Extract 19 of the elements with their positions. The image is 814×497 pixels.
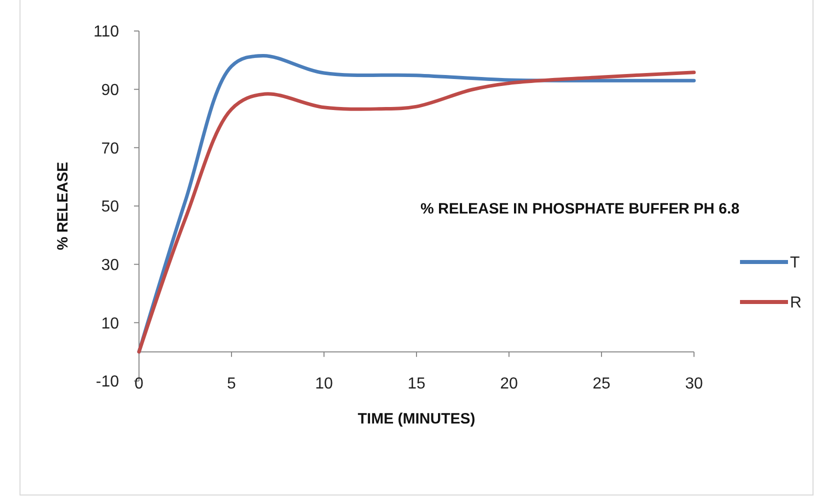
x-axis-title: TIME (MINUTES)	[358, 410, 476, 428]
y-tick-label: 90	[101, 82, 120, 99]
y-tick-label: 110	[93, 24, 120, 41]
x-tick-label: 30	[685, 376, 703, 393]
text: % RELEASE IN PHOSPHATE BUFFER PH 6.8	[420, 200, 740, 218]
y-axis-title: % RELEASE	[54, 162, 72, 250]
legend-label: R	[790, 294, 802, 312]
y-tick-label: 10	[101, 315, 120, 332]
x-tick-label: 15	[408, 376, 426, 393]
x-tick-label: 10	[315, 376, 333, 393]
y-tick-label: 70	[101, 140, 120, 158]
x-tick-label: 25	[592, 376, 610, 393]
x-tick-label: 20	[500, 376, 518, 393]
legend-label: T	[790, 254, 800, 272]
y-tick-label: 30	[101, 256, 120, 274]
y-tick-label: -10	[96, 374, 120, 391]
x-tick-label: 5	[227, 376, 236, 393]
x-tick-label: 0	[134, 376, 144, 393]
y-tick-label: 50	[101, 198, 120, 216]
